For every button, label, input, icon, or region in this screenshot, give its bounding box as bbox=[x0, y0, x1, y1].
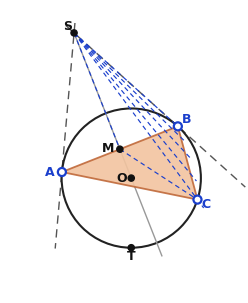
Circle shape bbox=[128, 245, 134, 251]
Circle shape bbox=[117, 146, 123, 152]
Text: S: S bbox=[63, 20, 72, 33]
Text: M: M bbox=[102, 142, 114, 155]
Circle shape bbox=[193, 196, 201, 204]
Text: O: O bbox=[116, 171, 127, 185]
Circle shape bbox=[71, 30, 77, 36]
Circle shape bbox=[174, 122, 182, 130]
Text: C: C bbox=[202, 198, 211, 211]
Polygon shape bbox=[62, 126, 197, 200]
Text: A: A bbox=[44, 165, 54, 178]
Text: B: B bbox=[182, 113, 191, 126]
Circle shape bbox=[58, 168, 66, 176]
Text: T: T bbox=[127, 250, 136, 263]
Circle shape bbox=[128, 175, 134, 181]
